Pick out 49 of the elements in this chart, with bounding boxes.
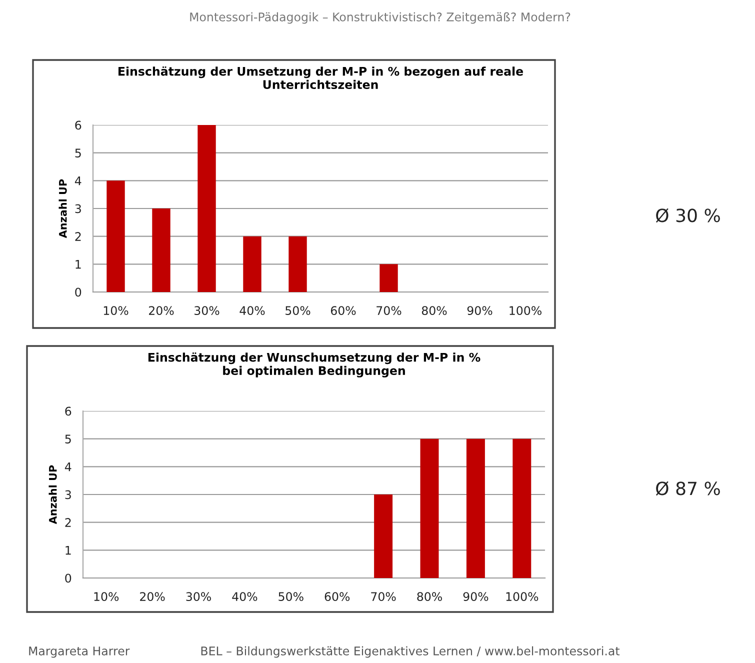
text: Ø 87 % <box>656 481 720 496</box>
y-tick-label: 3 <box>65 490 71 500</box>
x-tick-label: 10% <box>104 306 128 316</box>
y-axis-title: Anzahl UP <box>58 179 67 238</box>
text: Montessori-Pädagogik – Konstruktivistisch? Zeitgemäß? Modern? <box>190 12 570 24</box>
y-tick-label: 2 <box>75 232 81 241</box>
y-tick-label: 0 <box>65 574 72 583</box>
bar <box>288 236 307 292</box>
x-tick-label: 70% <box>371 592 396 602</box>
bar <box>243 236 262 292</box>
y-tick-label: 3 <box>75 204 81 214</box>
x-tick-label: 30% <box>186 592 211 602</box>
y-tick-label: 4 <box>74 176 82 186</box>
x-tick-label: 60% <box>330 306 356 316</box>
y-tick-label: 1 <box>66 546 71 555</box>
x-tick-label: 50% <box>278 592 304 602</box>
y-tick-label: 5 <box>65 434 71 444</box>
x-tick-label: 80% <box>422 306 447 316</box>
chart-title: Einschätzung der Umsetzung der M-P in % bezogen auf reale Unterrichtszeiten <box>118 66 524 90</box>
x-tick-label: 80% <box>417 592 442 602</box>
x-tick-label: 100% <box>506 592 538 602</box>
y-tick-label: 5 <box>75 148 81 158</box>
x-tick-label: 30% <box>194 306 220 316</box>
text: Ø 30 % <box>656 208 720 223</box>
x-tick-label: 100% <box>510 306 542 316</box>
bar <box>106 180 125 292</box>
x-tick-label: 70% <box>376 306 402 316</box>
text: Margareta Harrer <box>29 646 130 658</box>
y-tick-label: 6 <box>65 406 72 416</box>
x-tick-label: 10% <box>94 592 119 602</box>
x-tick-label: 40% <box>240 306 265 316</box>
y-tick-label: 1 <box>76 260 81 269</box>
y-tick-label: 6 <box>75 120 82 130</box>
x-tick-label: 50% <box>286 306 310 316</box>
text: BEL – Bildungswerkstätte Eigenaktives Lernen / www.bel-montessori.at <box>201 646 620 658</box>
y-tick-label: 2 <box>65 518 71 527</box>
x-tick-label: 20% <box>140 592 165 602</box>
bar <box>152 208 170 292</box>
x-tick-label: 90% <box>463 592 488 602</box>
x-tick-label: 40% <box>232 592 258 602</box>
bar <box>380 264 398 292</box>
y-tick-label: 4 <box>64 462 72 472</box>
bar <box>198 125 216 292</box>
y-axis-title: Anzahl UP <box>48 465 57 524</box>
y-tick-label: 0 <box>75 288 82 297</box>
x-tick-label: 60% <box>324 592 350 602</box>
x-tick-label: 90% <box>467 306 492 316</box>
x-tick-label: 20% <box>148 306 174 316</box>
chart-title: Einschätzung der Wunschumsetzung der M-P in % bei optimalen Bedingungen <box>148 352 480 378</box>
